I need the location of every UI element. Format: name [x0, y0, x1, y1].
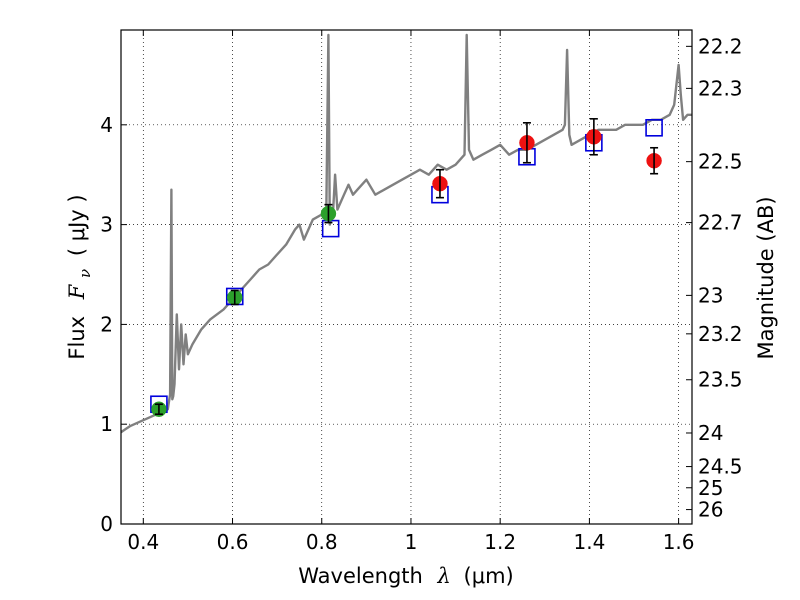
plot-frame — [120, 29, 693, 525]
x-tick-label: 1 — [405, 530, 418, 554]
tick-layer: 0.4 0.6 0.8 1 1.2 1.4 1.60123422.222.322.522.7… — [100, 30, 743, 554]
mag-tick-label: 25 — [698, 476, 723, 500]
y-axis-label-unit: ( μJy ) — [65, 194, 89, 256]
mag-tick-label: 23 — [698, 283, 723, 307]
y-tick-label: 4 — [100, 113, 113, 137]
mag-tick-label: 22.7 — [698, 211, 743, 235]
x-tick-label: 1.2 — [484, 530, 516, 554]
mag-tick-label: 26 — [698, 498, 723, 522]
mag-tick-label: 22.3 — [698, 76, 743, 100]
mag-tick-label: 23.5 — [698, 368, 743, 392]
mag-tick-label: 23.2 — [698, 322, 743, 346]
x-tick-label: 0.6 — [217, 530, 249, 554]
x-tick-label: 1.4 — [573, 530, 605, 554]
model-flux-marker — [645, 119, 663, 137]
y-tick-label: 0 — [100, 512, 113, 536]
x-tick-label: 1.6 — [663, 530, 695, 554]
mag-tick-label: 22.2 — [698, 34, 743, 58]
model-spectrum-line — [121, 33, 692, 434]
y-axis-label: Flux F ν ( μJy ) — [65, 194, 95, 359]
y2-axis-label: Magnitude (AB) — [754, 196, 778, 359]
y-axis-label-subscript: ν — [76, 269, 94, 278]
x-axis-label-symbol: λ — [437, 564, 451, 588]
mag-tick-label: 22.5 — [698, 150, 743, 174]
y-tick-label: 3 — [100, 213, 113, 237]
x-axis-label-prefix: Wavelength — [298, 564, 423, 588]
y-tick-label: 2 — [100, 312, 113, 336]
x-axis-label: Wavelength λ (μm) — [298, 564, 513, 588]
data-layer — [121, 33, 692, 434]
mag-tick-label: 24.5 — [698, 455, 743, 479]
x-tick-label: 0.4 — [127, 530, 159, 554]
y-axis-label-symbol: F — [65, 283, 89, 300]
grid-layer — [121, 30, 692, 525]
mag-tick-label: 24 — [698, 421, 723, 445]
x-tick-label: 0.8 — [306, 530, 338, 554]
y-tick-label: 1 — [100, 412, 113, 436]
y-axis-label-prefix: Flux — [65, 316, 89, 360]
x-axis-label-unit: (μm) — [464, 564, 514, 588]
